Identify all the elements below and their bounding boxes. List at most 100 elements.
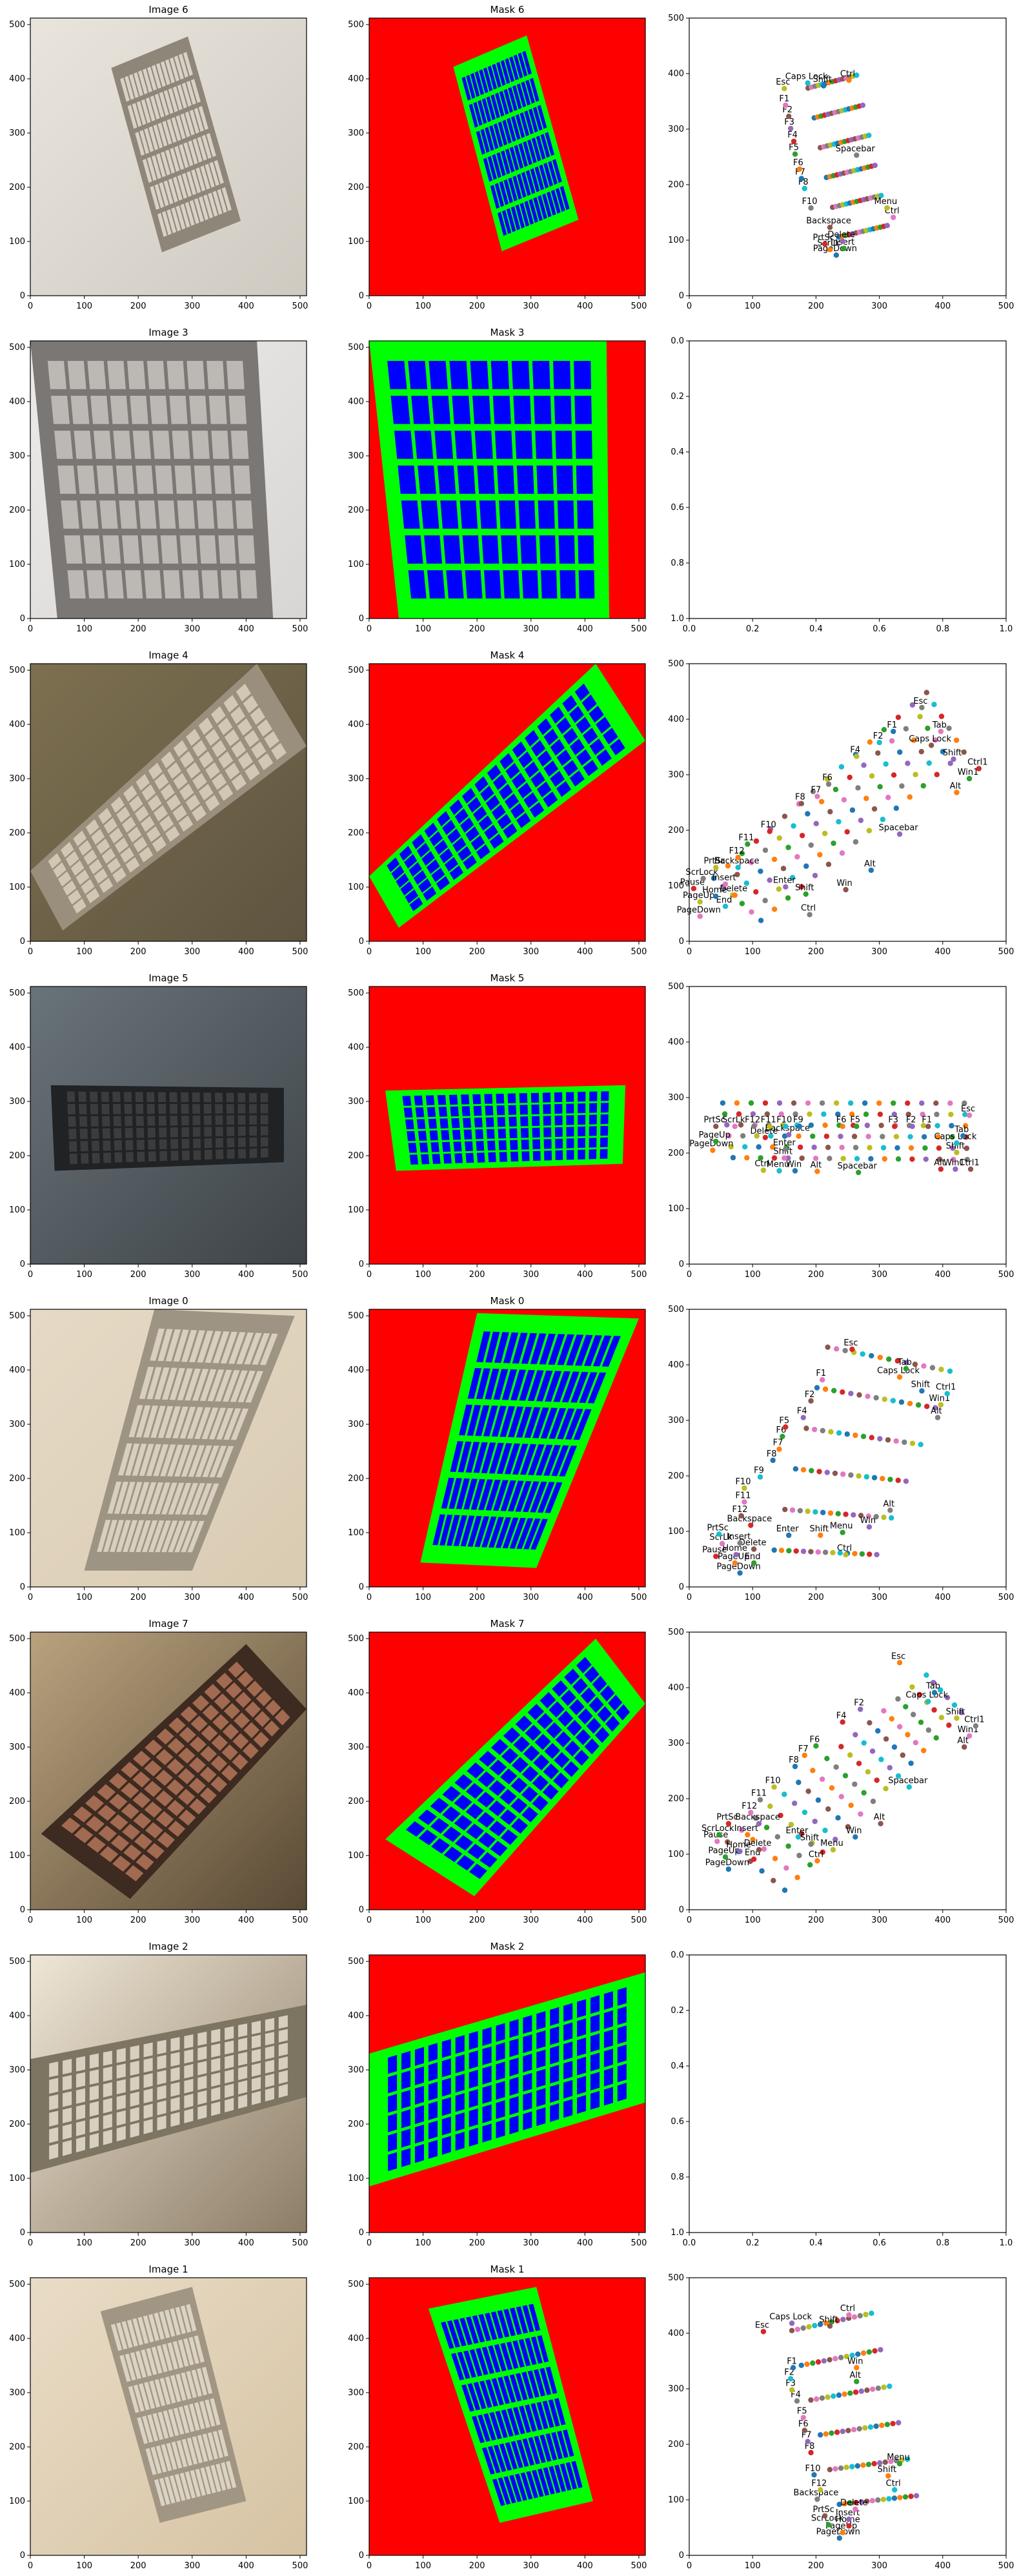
keypoints-ytick-label: 0.8: [671, 2172, 684, 2182]
image-3-key: [66, 1091, 76, 1102]
keypoints-xtick-label: 300: [871, 1270, 887, 1280]
mask-6-key: [414, 2105, 425, 2125]
image-0-key: [176, 115, 186, 139]
mask-1-key: [496, 465, 515, 494]
keypoints-label-point: [713, 864, 719, 870]
keypoints-label-point: [953, 1166, 958, 1172]
keypoints-point: [783, 1865, 789, 1871]
keypoints-point-label: F4: [850, 746, 860, 755]
keypoints-point: [849, 807, 856, 813]
mask-1-key: [552, 360, 571, 389]
keypoints-label-point: [966, 1733, 973, 1739]
image-axis-xtick-label: 400: [238, 1916, 254, 1925]
mask-7-key: [466, 2316, 479, 2344]
mask-0-key: [521, 172, 531, 196]
keypoints-ytick-label: 100: [668, 2495, 684, 2505]
mask-2-key: [523, 792, 538, 808]
image-axis-ytick-label: 100: [9, 560, 25, 569]
keypoints-point: [812, 1155, 819, 1161]
image-1-key: [86, 570, 105, 599]
image-0-key: [208, 192, 218, 217]
image-6-key: [116, 2094, 126, 2111]
keypoints-point: [840, 2428, 845, 2435]
mask-4-key: [489, 1442, 504, 1474]
mask-4-key: [493, 1369, 509, 1400]
mask-title: Mask 1: [490, 2264, 525, 2275]
mask-1-key: [536, 465, 554, 494]
keypoints-point: [896, 2420, 902, 2426]
mask-axis-xtick-label: 500: [631, 1593, 647, 1602]
mask-1-key: [387, 360, 407, 389]
mask-axis-ytick-label: 0: [359, 2228, 364, 2238]
mask-7-key: [507, 2408, 520, 2436]
mask-axis-ytick-label: 400: [348, 74, 364, 84]
keypoints-point: [929, 1365, 936, 1371]
keypoints-point: [789, 1507, 796, 1513]
image-3-key: [181, 1150, 190, 1161]
mask-2-key: [497, 813, 512, 830]
mask-6-key: [441, 2039, 451, 2058]
image-6-key: [103, 2129, 112, 2145]
mask-2-key: [458, 846, 472, 861]
keypoints-ytick-label: 0.2: [671, 392, 684, 402]
mask-7-key: [526, 2471, 539, 2499]
image-6-key: [251, 2034, 261, 2049]
keypoints-point: [922, 1145, 928, 1151]
image-2-key: [63, 880, 77, 896]
keypoints-label-point: [934, 1415, 941, 1420]
keypoints-xtick-label: 0: [687, 302, 692, 311]
mask-5-key: [575, 1729, 591, 1746]
keypoints-point: [962, 1123, 969, 1129]
image-7-key: [202, 2433, 214, 2461]
image-axis-ytick-label: 100: [9, 2174, 25, 2183]
image-6-keyboard-body: [30, 2005, 307, 2173]
keypoints-ytick-label: 500: [668, 1628, 684, 1637]
keypoints-point: [882, 1156, 887, 1162]
keypoints-label-point: [891, 728, 896, 735]
keypoints-point: [736, 1111, 742, 1117]
keypoints-xtick-label: 200: [808, 1593, 824, 1602]
keypoints-point: [810, 2360, 816, 2366]
image-0-key: [189, 109, 199, 134]
keypoints-point-label: Spacebar: [878, 823, 918, 833]
mask-3-key: [465, 1152, 474, 1163]
keypoints-point-label: Caps Lock: [909, 734, 951, 744]
mask-2-key: [474, 776, 489, 793]
image-5-key: [85, 1815, 105, 1832]
image-6-key: [211, 2058, 221, 2072]
mask-1-key: [462, 535, 480, 564]
mask-3-key: [463, 1118, 472, 1128]
keypoints-label-point: [792, 1168, 798, 1174]
keypoints-point-label: Insert: [712, 873, 736, 883]
mask-0-key: [521, 81, 531, 106]
keypoints-point: [864, 2499, 870, 2504]
image-5-key: [211, 1735, 228, 1751]
image-4-key: [205, 1331, 221, 1364]
keypoints-point-label: F11: [735, 1491, 751, 1500]
keypoints-xtick-label: 300: [871, 2561, 887, 2571]
mask-5-key: [510, 1797, 528, 1814]
keypoints-label-point: [710, 1147, 716, 1153]
keypoints-point: [789, 875, 796, 881]
mask-6-key: [617, 2082, 627, 2102]
keypoints-point-label: Win1: [958, 1725, 979, 1735]
image-6-key: [238, 2023, 248, 2038]
image-3-key: [192, 1127, 201, 1137]
keypoints-point: [873, 1395, 879, 1401]
image-4-key: [195, 1445, 212, 1477]
mask-3-key: [409, 1154, 419, 1165]
image-0-key: [206, 133, 216, 158]
image-1-key: [99, 500, 118, 529]
keypoints-point: [832, 2356, 838, 2362]
keypoints-label-point: [805, 80, 811, 86]
mask-2-key: [530, 740, 546, 757]
image-1-key: [141, 535, 159, 564]
keypoints-point: [919, 1100, 925, 1106]
mask-4-key: [481, 1517, 497, 1548]
mask-axis-xtick-label: 200: [469, 2238, 485, 2248]
image-4-key: [107, 1481, 122, 1514]
image-0-key: [170, 147, 180, 172]
keypoints-label-point: [919, 704, 925, 711]
